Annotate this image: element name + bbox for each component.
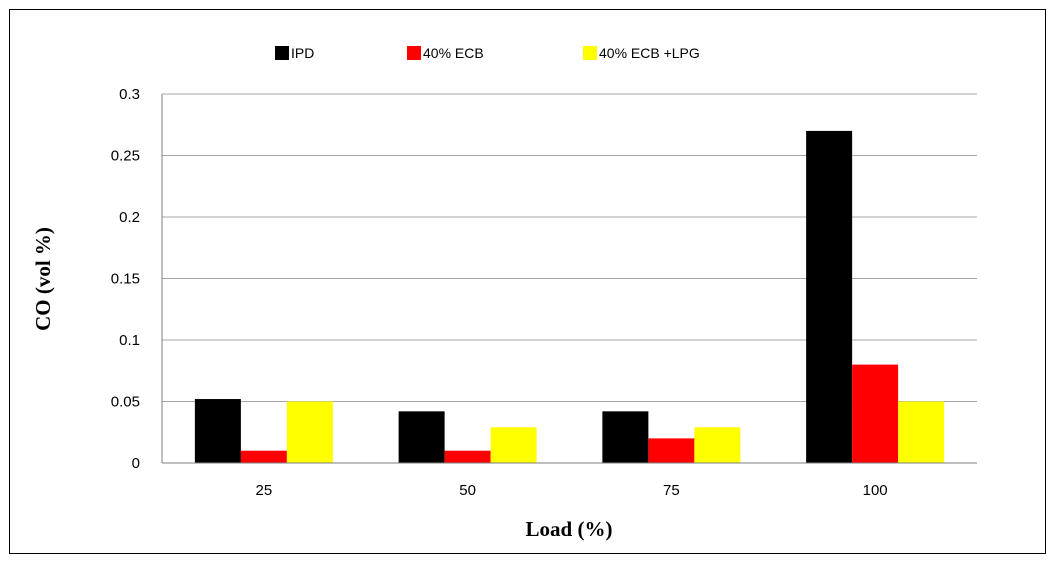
bar-ipd-50 <box>399 411 445 463</box>
y-axis-title: CO (vol %) <box>31 227 55 331</box>
y-tick-labels: 0 0.05 0.1 0.15 0.2 0.25 0.3 <box>111 86 140 472</box>
x-tick-label: 100 <box>863 482 888 499</box>
bars <box>195 131 944 463</box>
x-tick-label: 75 <box>663 482 680 499</box>
x-axis-title: Load (%) <box>526 517 613 541</box>
bar-40-ecb-100 <box>852 365 898 463</box>
legend: IPD 40% ECB 40% ECB +LPG <box>275 45 700 61</box>
y-tick-label: 0.15 <box>111 271 140 288</box>
bar-40-ecb-lpg-75 <box>694 427 740 463</box>
bar-ipd-25 <box>195 399 241 463</box>
y-tick-label: 0.2 <box>119 209 140 226</box>
bar-40-ecb-lpg-100 <box>898 402 944 464</box>
bar-40-ecb-lpg-25 <box>287 402 333 464</box>
legend-label: IPD <box>291 45 314 61</box>
legend-label: 40% ECB <box>423 45 484 61</box>
y-tick-label: 0 <box>132 455 140 472</box>
bar-ipd-75 <box>602 411 648 463</box>
y-tick-label: 0.25 <box>111 148 140 165</box>
legend-swatch <box>275 46 289 60</box>
bar-40-ecb-75 <box>648 438 694 463</box>
gridlines <box>162 94 977 402</box>
legend-swatch <box>407 46 421 60</box>
bar-ipd-100 <box>806 131 852 463</box>
legend-label: 40% ECB +LPG <box>599 45 700 61</box>
x-tick-label: 25 <box>256 482 273 499</box>
legend-swatch <box>583 46 597 60</box>
y-tick-label: 0.3 <box>119 86 140 103</box>
bar-40-ecb-lpg-50 <box>491 427 537 463</box>
y-tick-label: 0.1 <box>119 332 140 349</box>
x-tick-label: 50 <box>459 482 476 499</box>
bar-40-ecb-25 <box>241 451 287 463</box>
bar-40-ecb-50 <box>445 451 491 463</box>
x-tick-labels: 25 50 75 100 <box>256 482 888 499</box>
y-tick-label: 0.05 <box>111 394 140 411</box>
